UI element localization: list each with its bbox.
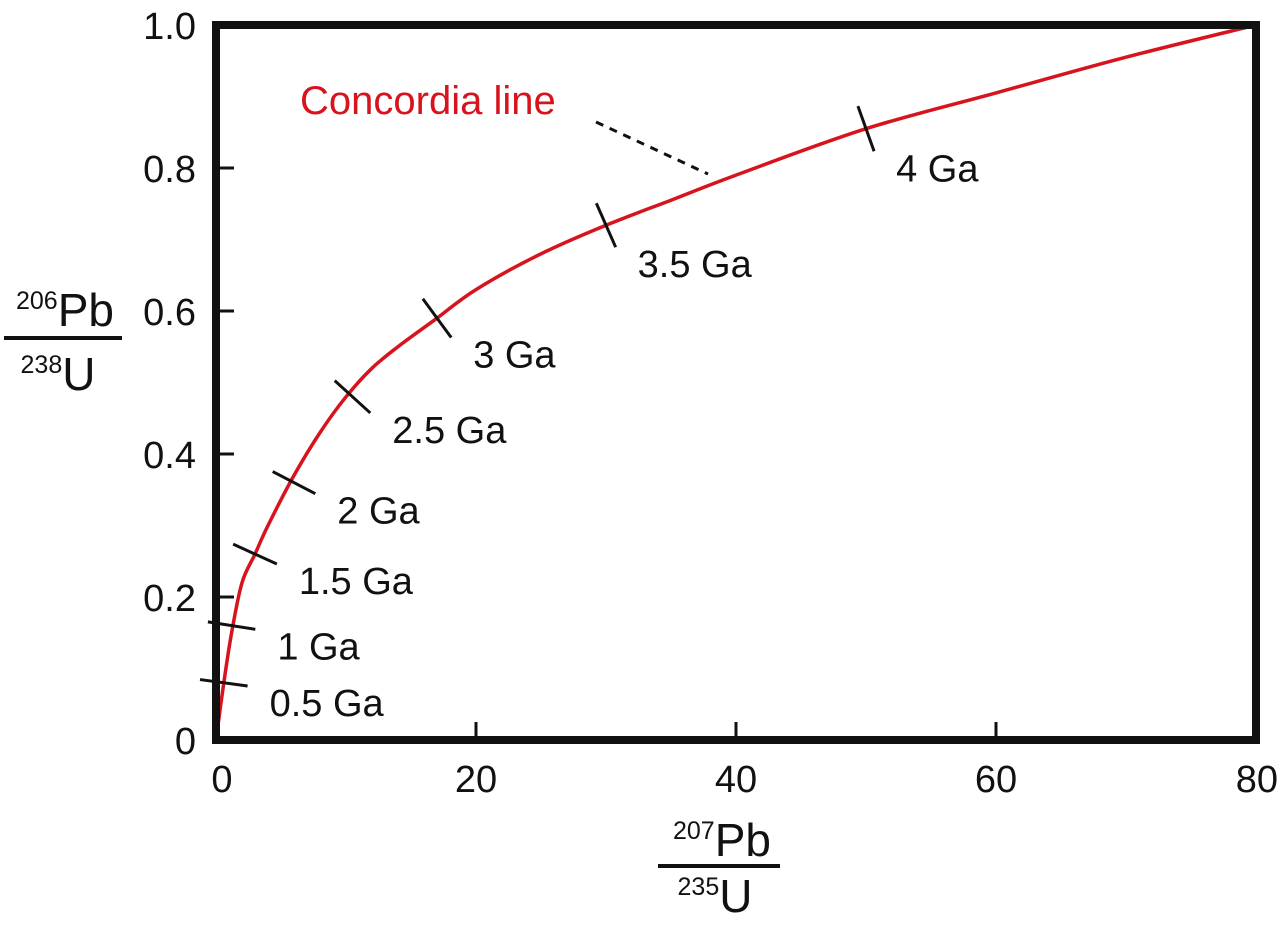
age-tick-mark bbox=[421, 297, 453, 339]
concordia-annotation-label: Concordia line bbox=[300, 79, 556, 123]
age-markers: 0.5 Ga 1 Ga 1.5 Ga 2 Ga 2.5 Ga 3 Ga 3.5 Ga 4 Ga bbox=[199, 105, 979, 725]
y-axis-numerator: Pb bbox=[58, 284, 114, 336]
age-tick-mark bbox=[594, 202, 618, 248]
age-tick-mark bbox=[856, 105, 876, 152]
age-tick-mark bbox=[272, 470, 316, 495]
age-label: 3 Ga bbox=[473, 335, 556, 377]
y-tick-label: 0 bbox=[175, 721, 196, 763]
svg-text:238U: 238U bbox=[21, 348, 96, 400]
tick-marks bbox=[214, 23, 1258, 742]
age-label: 2 Ga bbox=[337, 491, 420, 533]
age-label: 3.5 Ga bbox=[638, 244, 753, 286]
y-tick-label: 0.2 bbox=[143, 578, 196, 620]
y-tick-label: 1.0 bbox=[143, 6, 196, 48]
x-tick-label: 60 bbox=[975, 759, 1017, 801]
concordia-curve-layer bbox=[214, 23, 1257, 741]
age-tick-mark bbox=[333, 379, 372, 415]
annotation-leader-line bbox=[595, 120, 709, 176]
age-label: 4 Ga bbox=[896, 148, 979, 190]
x-tick-label: 0 bbox=[211, 759, 232, 801]
age-label: 0.5 Ga bbox=[270, 683, 385, 725]
svg-text:235U: 235U bbox=[678, 870, 753, 922]
x-axis-numerator: Pb bbox=[715, 814, 771, 866]
age-label: 1.5 Ga bbox=[299, 561, 414, 603]
y-axis-denominator-sup: 238 bbox=[21, 351, 63, 379]
svg-text:206Pb: 206Pb bbox=[16, 284, 114, 336]
y-axis-label: 206Pb 238U bbox=[4, 284, 122, 400]
y-axis-numerator-sup: 206 bbox=[16, 287, 58, 315]
x-axis-label: 207Pb 235U bbox=[658, 814, 780, 922]
y-tick-label: 0.4 bbox=[143, 435, 196, 477]
tick-labels: 0 0.2 0.4 0.6 0.8 1.0 0 20 40 60 80 bbox=[143, 6, 1278, 801]
concordia-curve bbox=[214, 23, 1257, 741]
x-axis-denominator-sup: 235 bbox=[678, 873, 720, 901]
age-tick-mark bbox=[232, 542, 278, 566]
age-label: 2.5 Ga bbox=[392, 410, 507, 452]
x-tick-label: 20 bbox=[455, 759, 497, 801]
y-tick-label: 0.6 bbox=[143, 292, 196, 334]
x-axis-numerator-sup: 207 bbox=[673, 817, 715, 845]
y-axis-denominator: U bbox=[62, 348, 95, 400]
svg-text:207Pb: 207Pb bbox=[673, 814, 771, 866]
x-tick-label: 80 bbox=[1236, 759, 1278, 801]
x-axis-denominator: U bbox=[719, 870, 752, 922]
x-tick-label: 40 bbox=[715, 759, 757, 801]
plot-frame bbox=[212, 21, 1260, 744]
y-tick-label: 0.8 bbox=[143, 149, 196, 191]
age-label: 1 Ga bbox=[277, 626, 360, 668]
age-tick-mark bbox=[199, 678, 248, 688]
